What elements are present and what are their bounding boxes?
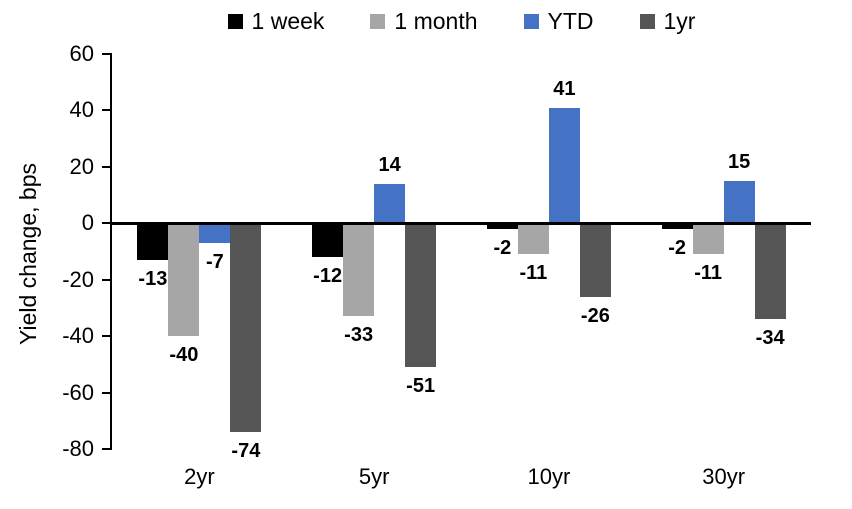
y-axis-tick-label: 60 [69, 41, 94, 66]
bar-1-week-30yr [661, 223, 693, 229]
bar-value-label: -33 [344, 324, 374, 347]
bar-value-label: -51 [406, 375, 436, 398]
bar-value-label: -26 [580, 304, 610, 327]
bar-value-label: 41 [553, 77, 576, 100]
bar-value-label: -11 [519, 262, 548, 285]
legend-item: 1 month [370, 7, 478, 35]
x-axis-category-label: 10yr [527, 464, 571, 489]
bar-1yr-30yr [754, 223, 786, 320]
bar-YTD-2yr [199, 223, 231, 244]
bar-value-label: -11 [694, 262, 723, 285]
bar-1-month-2yr [168, 223, 200, 337]
legend-item: 1 week [227, 7, 325, 35]
y-axis-tick-label: 20 [69, 153, 94, 179]
bar-YTD-5yr [374, 183, 406, 224]
y-axis-tick [102, 222, 110, 225]
legend-swatch-icon [639, 13, 655, 29]
y-axis-line [110, 53, 112, 450]
bar-1-month-30yr [692, 223, 724, 255]
bar-value-label: -34 [755, 327, 785, 350]
bar-1-month-5yr [343, 223, 375, 317]
x-axis-category-label: 5yr [358, 464, 390, 489]
bar-YTD-10yr [548, 107, 580, 224]
bar-value-label: -74 [231, 440, 261, 463]
y-axis-tick [102, 448, 110, 450]
x-axis-category-label: 30yr [702, 464, 746, 489]
bar-value-label: 15 [728, 150, 751, 173]
legend-swatch-icon [523, 13, 539, 29]
y-axis-tick [102, 278, 110, 281]
zero-axis-line [110, 221, 811, 225]
legend-item: YTD [523, 7, 594, 35]
bar-value-label: 14 [378, 153, 401, 176]
bar-YTD-30yr [723, 180, 755, 224]
bar-1-week-5yr [312, 223, 344, 258]
bar-1yr-10yr [579, 223, 611, 297]
y-axis-tick-label: -40 [62, 323, 94, 349]
y-axis-tick [102, 165, 110, 168]
bar-1yr-5yr [405, 223, 437, 368]
legend-swatch-icon [227, 13, 243, 29]
legend-item-label: YTD [547, 7, 594, 34]
legend-item-label: 1yr [663, 7, 696, 34]
bar-1-month-10yr [517, 223, 549, 255]
y-axis-tick-label: -80 [62, 436, 94, 461]
bar-value-label: -13 [138, 267, 168, 290]
chart-legend: 1 week 1 month YTD 1yr [112, 4, 811, 38]
y-axis-tick [102, 391, 110, 394]
legend-item: 1yr [639, 7, 696, 35]
y-axis-tick-label: -20 [62, 266, 94, 292]
y-axis-tick-label: -60 [62, 379, 94, 405]
bar-1yr-2yr [230, 223, 262, 433]
y-axis-tick-label: 0 [81, 210, 94, 236]
legend-item-label: 1 week [251, 7, 325, 34]
y-axis-tick [102, 53, 110, 55]
bar-1-week-10yr [486, 223, 518, 229]
legend-item-label: 1 month [394, 7, 478, 34]
bar-value-label: -12 [313, 265, 343, 288]
bar-value-label: -7 [205, 251, 224, 274]
bar-value-label: -2 [493, 236, 512, 259]
bar-1-week-2yr [137, 223, 169, 260]
y-axis-tick-label: 40 [69, 97, 94, 123]
x-axis-category-label: 2yr [184, 464, 215, 489]
bar-value-label: -2 [668, 236, 687, 259]
y-axis-tick [102, 109, 110, 112]
legend-swatch-icon [370, 13, 386, 29]
bar-value-label: -40 [169, 344, 199, 367]
y-axis-tick [102, 335, 110, 338]
